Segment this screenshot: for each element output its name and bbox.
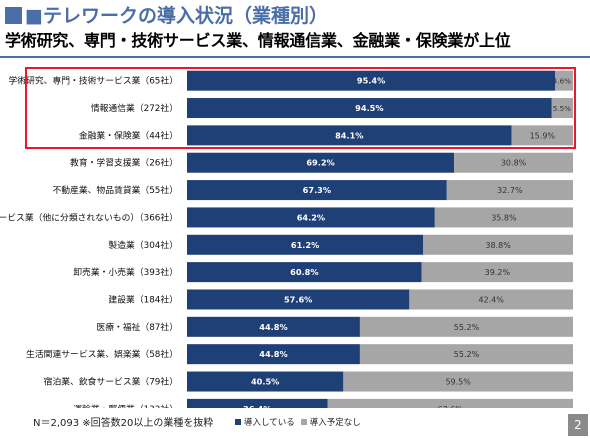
data-label-planned-none: 35.8% xyxy=(491,213,517,222)
sample-size-note: N＝2,093 ※回答数20以上の業種を抜粋 xyxy=(33,418,214,429)
bar-planned-none xyxy=(409,289,573,310)
bar-adopted xyxy=(187,70,556,91)
data-label-adopted: 95.4% xyxy=(357,76,385,86)
bar-planned-none xyxy=(551,98,573,119)
category-label: 医療・福祉（87社） xyxy=(96,321,178,333)
bar-planned-none xyxy=(434,207,573,228)
bar-planned-none xyxy=(511,125,573,146)
bar-adopted xyxy=(187,125,512,146)
category-label: 卸売業・小売業（393社） xyxy=(73,266,178,278)
data-label-planned-none: 15.9% xyxy=(530,131,556,140)
category-label: 学術研究、専門・技術サービス業（65社） xyxy=(8,75,178,87)
legend-item-planned-none: 導入予定なし xyxy=(300,416,361,428)
data-label-adopted: 40.5% xyxy=(251,377,279,387)
data-label-planned-none: 30.8% xyxy=(501,159,527,168)
category-label: 運輸業・郵便業（132社） xyxy=(73,403,178,408)
data-label-adopted: 64.2% xyxy=(297,212,325,222)
category-label: 宿泊業、飲食サービス業（79社） xyxy=(44,376,178,388)
data-label-adopted: 36.4% xyxy=(243,404,271,408)
bar-adopted xyxy=(187,98,552,119)
chart-subtitle: 学術研究、専門・技術サービス業、情報通信業、金融業・保険業が上位 xyxy=(5,31,511,50)
chart-legend: 導入している 導入予定なし xyxy=(235,416,361,428)
bar-adopted xyxy=(187,152,455,173)
bar-adopted xyxy=(187,316,360,337)
bar-planned-none xyxy=(454,152,573,173)
category-label: 製造業（304社） xyxy=(108,239,178,251)
bar-planned-none xyxy=(446,180,573,201)
bar-adopted xyxy=(187,207,435,228)
title-bar: ■テレワークの導入状況（業種別） xyxy=(5,3,335,29)
bar-planned-none xyxy=(555,70,573,91)
bar-planned-none xyxy=(359,344,573,365)
data-label-adopted: 94.5% xyxy=(355,103,383,113)
data-label-planned-none: 59.5% xyxy=(445,378,471,387)
legend-swatch-adopted xyxy=(235,419,241,425)
category-label: 金融業・保険業（44社） xyxy=(79,129,178,141)
category-label: 教育・学習支援業（26社） xyxy=(70,157,178,169)
data-label-adopted: 57.6% xyxy=(284,294,312,304)
page-number: 2 xyxy=(568,414,588,436)
bar-adopted xyxy=(187,371,344,392)
data-label-planned-none: 32.7% xyxy=(497,186,523,195)
data-label-planned-none: 5.5% xyxy=(553,104,571,113)
stacked-bar-chart: 学術研究、専門・技術サービス業（65社） 95.4% 4.6% 情報通信業（272社）… xyxy=(0,70,573,408)
data-label-adopted: 44.8% xyxy=(259,349,287,359)
category-label: 建設業（184社） xyxy=(108,293,178,305)
bar-adopted xyxy=(187,262,422,283)
legend-label-planned-none: 導入予定なし xyxy=(309,418,361,428)
title-divider xyxy=(0,56,590,58)
data-label-adopted: 84.1% xyxy=(335,130,363,140)
bar-planned-none xyxy=(343,371,573,392)
bar-planned-none xyxy=(421,262,573,283)
bar-adopted xyxy=(187,344,360,365)
category-label: 情報通信業（272社） xyxy=(91,102,178,114)
bar-planned-none xyxy=(359,316,573,337)
data-label-adopted: 44.8% xyxy=(259,322,287,332)
legend-label-adopted: 導入している xyxy=(244,418,295,428)
data-label-adopted: 67.3% xyxy=(303,185,331,195)
bar-planned-none xyxy=(423,234,573,255)
category-label: 不動産業、物品賃貸業（55社） xyxy=(52,184,178,196)
data-label-planned-none: 39.2% xyxy=(485,268,511,277)
bar-planned-none xyxy=(327,398,573,408)
bar-adopted xyxy=(187,234,424,255)
legend-item-adopted: 導入している xyxy=(235,416,295,428)
data-label-planned-none: 42.4% xyxy=(478,295,504,304)
bar-adopted xyxy=(187,180,447,201)
data-label-planned-none: 55.2% xyxy=(454,350,480,359)
chart-title: ■テレワークの導入状況（業種別） xyxy=(25,5,328,27)
bar-adopted xyxy=(187,398,328,408)
data-label-planned-none: 38.8% xyxy=(485,241,511,250)
bar-adopted xyxy=(187,289,410,310)
data-label-adopted: 61.2% xyxy=(291,240,319,250)
data-label-adopted: 60.8% xyxy=(290,267,318,277)
legend-swatch-planned-none xyxy=(300,419,307,425)
category-label: サービス業（他に分類されないもの）（366社） xyxy=(0,211,178,223)
data-label-adopted: 69.2% xyxy=(306,158,334,168)
top-industries-highlight-box xyxy=(25,67,576,149)
data-label-planned-none: 55.2% xyxy=(454,323,480,332)
category-label: 生活関連サービス業、娯楽業（58社） xyxy=(26,348,178,360)
data-label-planned-none: 63.6% xyxy=(438,405,464,408)
data-label-planned-none: 4.6% xyxy=(553,77,571,86)
title-square-icon xyxy=(5,7,22,24)
